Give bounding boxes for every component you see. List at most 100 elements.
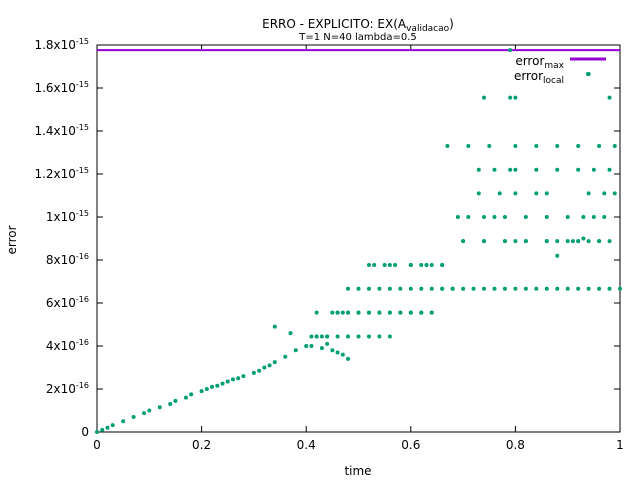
error-local-point: [189, 392, 194, 397]
error-local-point: [597, 144, 602, 149]
error-local-point: [581, 215, 586, 219]
error-local-point: [544, 239, 549, 244]
error-local-point: [220, 381, 225, 386]
error-local-point: [257, 368, 262, 373]
error-local-point: [272, 360, 277, 365]
error-local-point: [492, 167, 497, 172]
error-local-point: [607, 95, 612, 100]
error-local-point: [513, 167, 518, 172]
error-local-point: [602, 215, 607, 219]
error-local-point: [581, 236, 586, 241]
error-local-point: [502, 286, 507, 291]
error-local-point: [534, 167, 539, 172]
error-local-point: [429, 310, 434, 315]
x-tick-label: 1: [616, 438, 624, 452]
error-local-point: [440, 262, 445, 267]
x-axis-label: time: [344, 464, 371, 478]
y-tick-label: 6x10-16: [46, 295, 89, 310]
y-tick-label: 8x10-16: [46, 252, 89, 267]
error-local-point: [225, 379, 230, 384]
error-local-point: [450, 286, 455, 291]
error-local-point: [408, 262, 413, 267]
error-local-point: [607, 286, 612, 291]
y-tick-label: 4x10-16: [46, 338, 89, 353]
series-layer: [95, 48, 622, 434]
error-local-point: [497, 191, 502, 196]
error-local-point: [330, 310, 335, 315]
y-tick-label: 0: [81, 425, 89, 439]
error-local-point: [487, 144, 492, 149]
error-local-point: [502, 239, 507, 244]
error-local-point: [555, 286, 560, 291]
error-local-point: [387, 286, 392, 291]
error-local-point: [105, 425, 110, 430]
error-local-point: [230, 377, 235, 382]
error-local-point: [591, 215, 596, 219]
error-local-point: [147, 408, 152, 413]
error-local-point: [523, 286, 528, 291]
error-local-point: [523, 239, 528, 244]
error-local-point: [215, 383, 220, 388]
error-local-point: [586, 286, 591, 291]
error-local-point: [131, 414, 136, 419]
error-local-point: [570, 239, 575, 244]
y-tick-label: 1.6x10-15: [34, 80, 89, 95]
error-local-point: [95, 430, 99, 434]
error-local-point: [372, 262, 377, 267]
error-local-point: [513, 191, 518, 196]
error-local-point: [387, 334, 392, 339]
error-local-point: [597, 239, 602, 244]
error-local-point: [340, 352, 345, 357]
x-axis-ticks: 0 0.2 0.4 0.6 0.8 1: [93, 45, 624, 452]
error-local-point: [602, 191, 607, 196]
error-local-point: [513, 144, 518, 149]
error-local-point: [173, 398, 178, 403]
error-local-point: [523, 215, 528, 219]
error-local-point: [272, 324, 277, 329]
error-local-point: [534, 286, 539, 291]
error-local-point: [482, 239, 487, 244]
error-local-point: [330, 348, 335, 353]
x-tick-label: 0.2: [192, 438, 211, 452]
error-local-point: [461, 286, 466, 291]
error-local-point: [241, 374, 246, 379]
error-local-point: [346, 286, 351, 291]
error-local-point: [366, 310, 371, 315]
y-tick-label: 1.8x10-15: [34, 37, 89, 52]
error-local-point: [267, 363, 272, 368]
error-local-point: [607, 167, 612, 172]
legend: errormax errorlocal: [514, 54, 606, 86]
error-local-point: [168, 402, 173, 407]
error-local-point: [204, 387, 209, 391]
error-local-point: [319, 346, 324, 351]
error-local-point: [335, 310, 340, 315]
error-local-point: [482, 215, 487, 219]
y-axis-label: error: [5, 225, 19, 254]
y-tick-label: 1.4x10-15: [34, 123, 89, 138]
error-local-point: [455, 215, 460, 219]
error-local-point: [366, 286, 371, 291]
error-local-point: [335, 334, 340, 339]
error-local-point: [210, 384, 215, 389]
error-local-point: [597, 286, 602, 291]
error-local-point: [262, 365, 267, 370]
error-local-point: [612, 144, 617, 149]
error-local-point: [492, 286, 497, 291]
y-axis-ticks: 0 2x10-16 4x10-16 6x10-16 8x10-16 1x10-15 1.2x…: [34, 37, 620, 439]
error-local-point: [293, 348, 298, 353]
error-local-point: [508, 48, 513, 53]
error-local-point: [288, 331, 293, 336]
error-local-point: [508, 167, 513, 172]
error-local-point: [576, 239, 581, 244]
error-local-point: [544, 286, 549, 291]
error-local-point: [340, 310, 345, 315]
error-local-point: [377, 286, 382, 291]
error-local-point: [586, 191, 591, 196]
error-local-point: [335, 350, 340, 355]
series-error-local: [95, 48, 622, 434]
error-local-point: [419, 310, 424, 315]
error-local-point: [325, 334, 330, 339]
error-local-point: [314, 334, 319, 339]
error-local-point: [555, 253, 560, 258]
